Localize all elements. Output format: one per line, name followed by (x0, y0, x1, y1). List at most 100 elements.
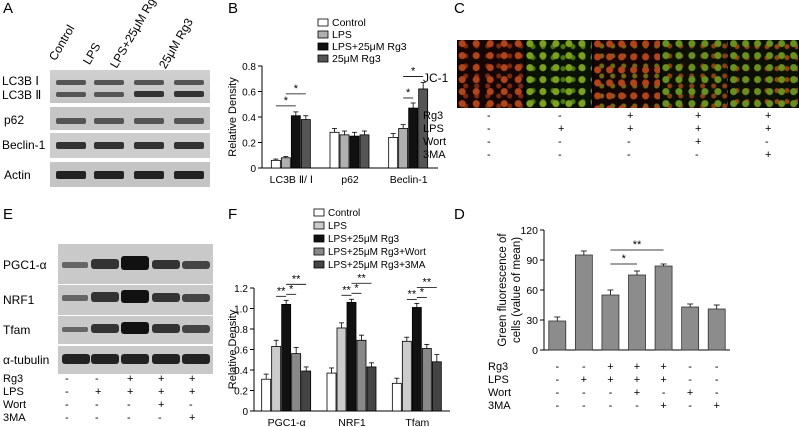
legend-swatch (317, 54, 329, 63)
y-tick-label: 30 (526, 315, 538, 327)
bar (336, 327, 347, 412)
treatment-value: - (127, 412, 131, 424)
significance-marker: * (284, 95, 289, 107)
significance-marker: ** (423, 276, 432, 288)
y-tick-label: 60 (526, 285, 538, 297)
panel-a-lane-labels: Control LPS LPS+25μM Rg3 25μM Rg3 (46, 0, 216, 72)
legend-swatch (313, 247, 325, 256)
treatment-value: - (487, 123, 491, 135)
treatment-value: - (688, 400, 692, 412)
bar (291, 353, 302, 412)
bar (271, 346, 282, 412)
bar (261, 378, 272, 412)
y-tick-label: 0.2 (234, 387, 248, 398)
y-tick-label: 0.8 (242, 62, 256, 73)
treatment-value: - (95, 373, 99, 385)
legend-swatch (313, 221, 325, 230)
chart-d: 0 30 60 90 120 Green fluorescence of cells (va… (488, 225, 730, 412)
band-label-actin: Actin (4, 168, 31, 182)
bar (388, 137, 399, 169)
treatment-value: - (627, 136, 631, 148)
lane-label: 25μM Rg3 (156, 15, 196, 71)
y-tick-label: 0.6 (242, 88, 256, 99)
band-label-lc3b2: LC3B Ⅱ (2, 88, 42, 102)
treatment-value: + (127, 373, 134, 385)
legend-swatch (313, 234, 325, 243)
significance-marker: ** (408, 288, 417, 300)
panel-a-bands (56, 80, 204, 179)
treatment-value: - (695, 149, 699, 161)
bar (280, 157, 291, 169)
treatment-value: + (695, 136, 702, 148)
treatment-value: + (660, 374, 666, 386)
treatment-value: + (765, 123, 772, 135)
bar (301, 370, 312, 412)
treatment-value: + (607, 361, 613, 373)
treatment-value: + (158, 399, 165, 411)
x-tick-label: Beclin-1 (390, 174, 428, 186)
blot-lc3b (50, 70, 210, 103)
treatment-value: - (95, 412, 99, 424)
treatment-value: + (189, 386, 196, 398)
bar (366, 366, 377, 412)
micrograph-lps (526, 40, 592, 108)
treatment-label: Rg3 (423, 110, 444, 122)
legend-label: LPS+25μM Rg3 (328, 234, 400, 245)
bar (548, 320, 567, 351)
panel-d-label: D (454, 206, 465, 223)
treatment-value: - (65, 399, 69, 411)
treatment-value: - (715, 374, 719, 386)
significance-marker: ** (277, 285, 286, 297)
bar (356, 339, 367, 412)
x-tick-label: p62 (341, 174, 359, 186)
significance-marker: * (406, 87, 411, 99)
treatment-value: - (582, 361, 586, 373)
bar (290, 115, 301, 169)
bar (411, 307, 422, 412)
treatment-value: - (65, 386, 69, 398)
treatment-value: - (609, 400, 613, 412)
legend-label: LPS (332, 29, 352, 41)
y-tick-label: 0.4 (234, 366, 248, 377)
bar (421, 348, 432, 412)
treatment-value: + (713, 400, 719, 412)
x-tick-label: Tfam (405, 417, 429, 427)
legend-label: LPS (328, 221, 347, 232)
treatment-label: 3MA (423, 149, 446, 161)
bar (431, 361, 442, 412)
treatment-value: + (660, 400, 666, 412)
treatment-label: 3MA (488, 400, 511, 412)
treatment-value: + (695, 110, 702, 122)
panel-e-label: E (3, 206, 14, 223)
bar (398, 128, 409, 169)
bar (601, 294, 620, 351)
micrograph-lps-rg3-3ma (730, 40, 798, 108)
treatment-value: + (634, 387, 640, 399)
treatment-value: + (627, 123, 634, 135)
bar (349, 135, 360, 169)
y-axis-label: cells (value of mean) (511, 237, 523, 343)
blot-p62 (50, 107, 210, 130)
y-tick-label: 0 (532, 345, 538, 357)
bar (401, 340, 412, 412)
treatment-value: - (65, 412, 69, 424)
treatment-value: + (765, 149, 772, 161)
treatment-value: + (634, 374, 640, 386)
treatment-value: - (582, 387, 586, 399)
lane-label: LPS (80, 40, 104, 67)
treatment-value: + (158, 386, 165, 398)
y-tick-label: 0.8 (234, 325, 248, 336)
legend-swatch (317, 30, 329, 39)
treatment-label: LPS (488, 374, 509, 386)
lane-label: Control (46, 22, 78, 63)
y-tick-label: 0.6 (234, 346, 248, 357)
bar (329, 131, 340, 169)
significance-marker: * (354, 282, 359, 294)
bar (574, 254, 593, 351)
y-tick-label: 90 (526, 255, 538, 267)
treatment-value: - (688, 361, 692, 373)
significance-marker: * (289, 283, 294, 295)
legend-label: Control (332, 17, 366, 29)
treatment-value: - (158, 412, 162, 424)
treatment-value: - (558, 136, 562, 148)
